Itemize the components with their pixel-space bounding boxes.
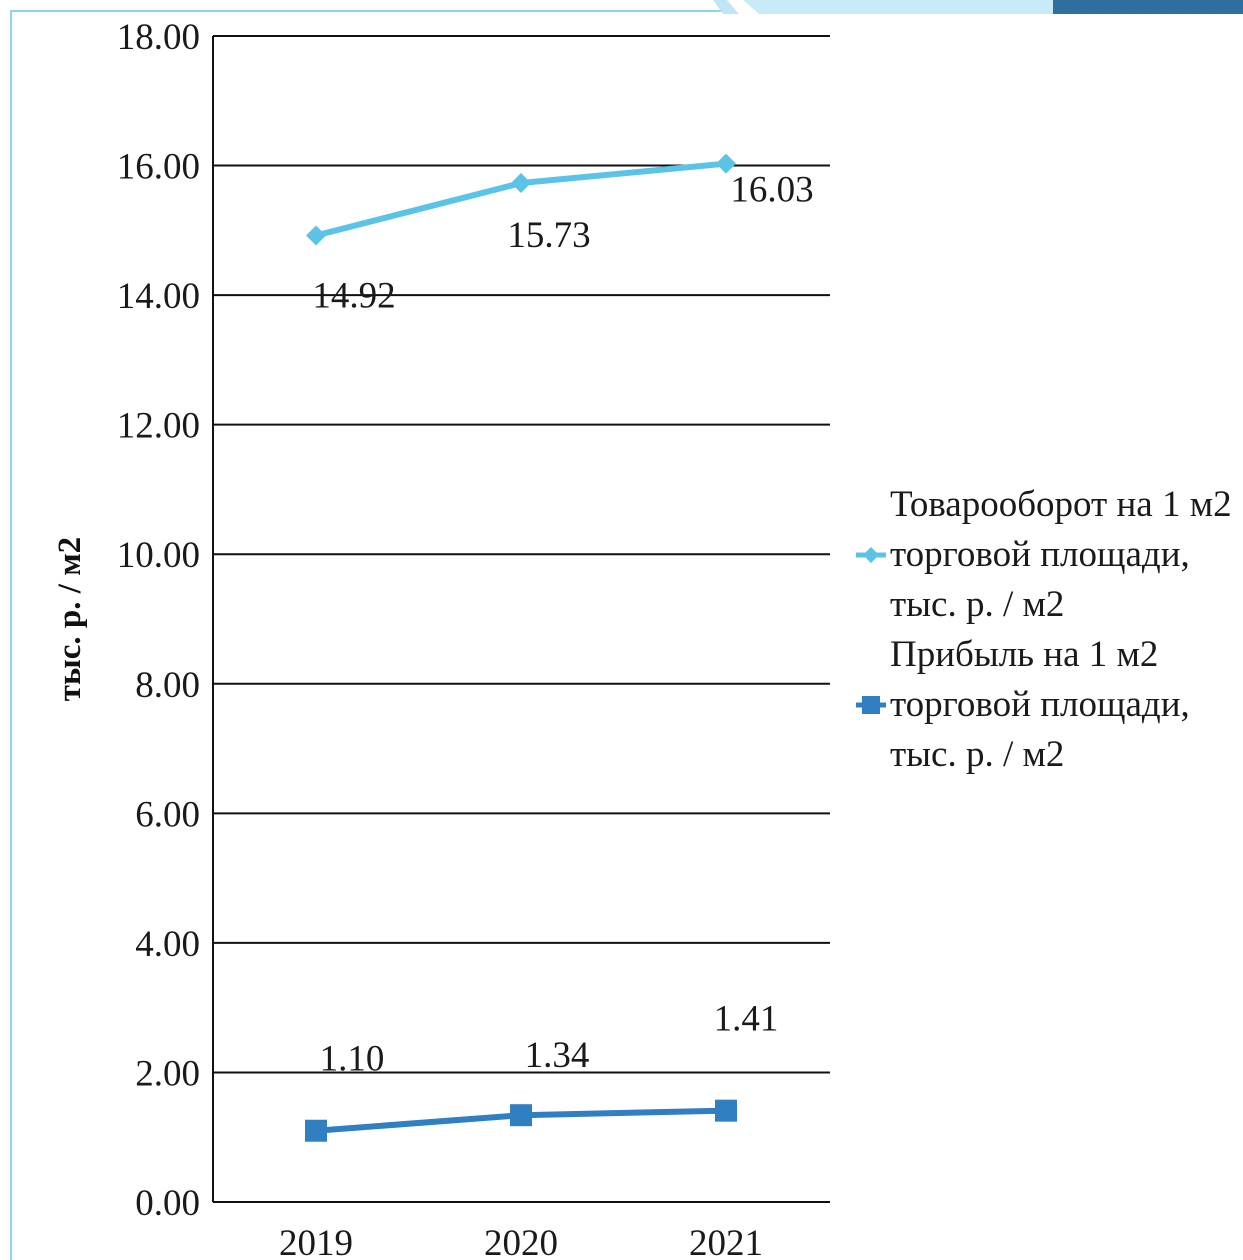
legend-item-turnover: Товарооборот на 1 м2 торговой площади, т…	[856, 480, 1236, 630]
legend: Товарооборот на 1 м2 торговой площади, т…	[856, 480, 1236, 780]
data-label: 15.73	[507, 215, 590, 256]
legend-label-turnover: Товарооборот на 1 м2 торговой площади, т…	[890, 484, 1232, 625]
legend-label-profit: Прибыль на 1 м2 торговой площади, тыс. р…	[890, 634, 1190, 775]
slide-frame-top	[10, 10, 722, 12]
y-tick-label: 12.00	[117, 406, 200, 447]
data-point-diamond	[306, 225, 326, 246]
data-label: 16.03	[730, 170, 813, 211]
data-label: 14.92	[312, 276, 395, 317]
axes	[212, 36, 830, 1203]
legend-marker-diamond-icon	[856, 547, 886, 563]
x-tick-label: 2020	[484, 1223, 558, 1260]
series-layer	[305, 153, 737, 1142]
y-tick-label: 0.00	[135, 1183, 200, 1224]
data-point-diamond	[511, 173, 531, 194]
data-label: 1.41	[714, 999, 779, 1040]
data-label: 1.34	[525, 1035, 590, 1076]
y-tick-label: 10.00	[117, 535, 200, 576]
y-tick-label: 4.00	[135, 924, 200, 965]
y-axis-label: тыс. р. / м2	[52, 537, 88, 701]
y-tick-label: 6.00	[135, 794, 200, 835]
y-tick-label: 18.00	[117, 17, 200, 58]
corner-decoration	[713, 0, 1243, 14]
x-tick-label: 2021	[689, 1223, 763, 1260]
y-tick-label: 16.00	[117, 147, 200, 188]
data-labels: 14.92 15.73 16.03 1.10 1.34 1.41	[312, 170, 813, 1080]
legend-marker-square-icon	[856, 696, 886, 714]
y-tick-label: 8.00	[135, 665, 200, 706]
x-tick-label: 2019	[279, 1223, 353, 1260]
data-point-diamond	[716, 153, 736, 174]
legend-item-profit: Прибыль на 1 м2 торговой площади, тыс. р…	[856, 630, 1236, 780]
data-point-square	[510, 1104, 532, 1127]
x-tick-labels: 2019 2020 2021	[279, 1223, 763, 1260]
y-tick-labels: 0.00 2.00 4.00 6.00 8.00 10.00 12.00 14.00 16.00…	[117, 17, 200, 1224]
data-point-square	[715, 1099, 737, 1122]
y-tick-label: 2.00	[135, 1053, 200, 1094]
data-point-square	[305, 1119, 327, 1142]
y-tick-label: 14.00	[117, 276, 200, 317]
slide-frame-left	[10, 10, 12, 1260]
data-label: 1.10	[320, 1039, 385, 1080]
